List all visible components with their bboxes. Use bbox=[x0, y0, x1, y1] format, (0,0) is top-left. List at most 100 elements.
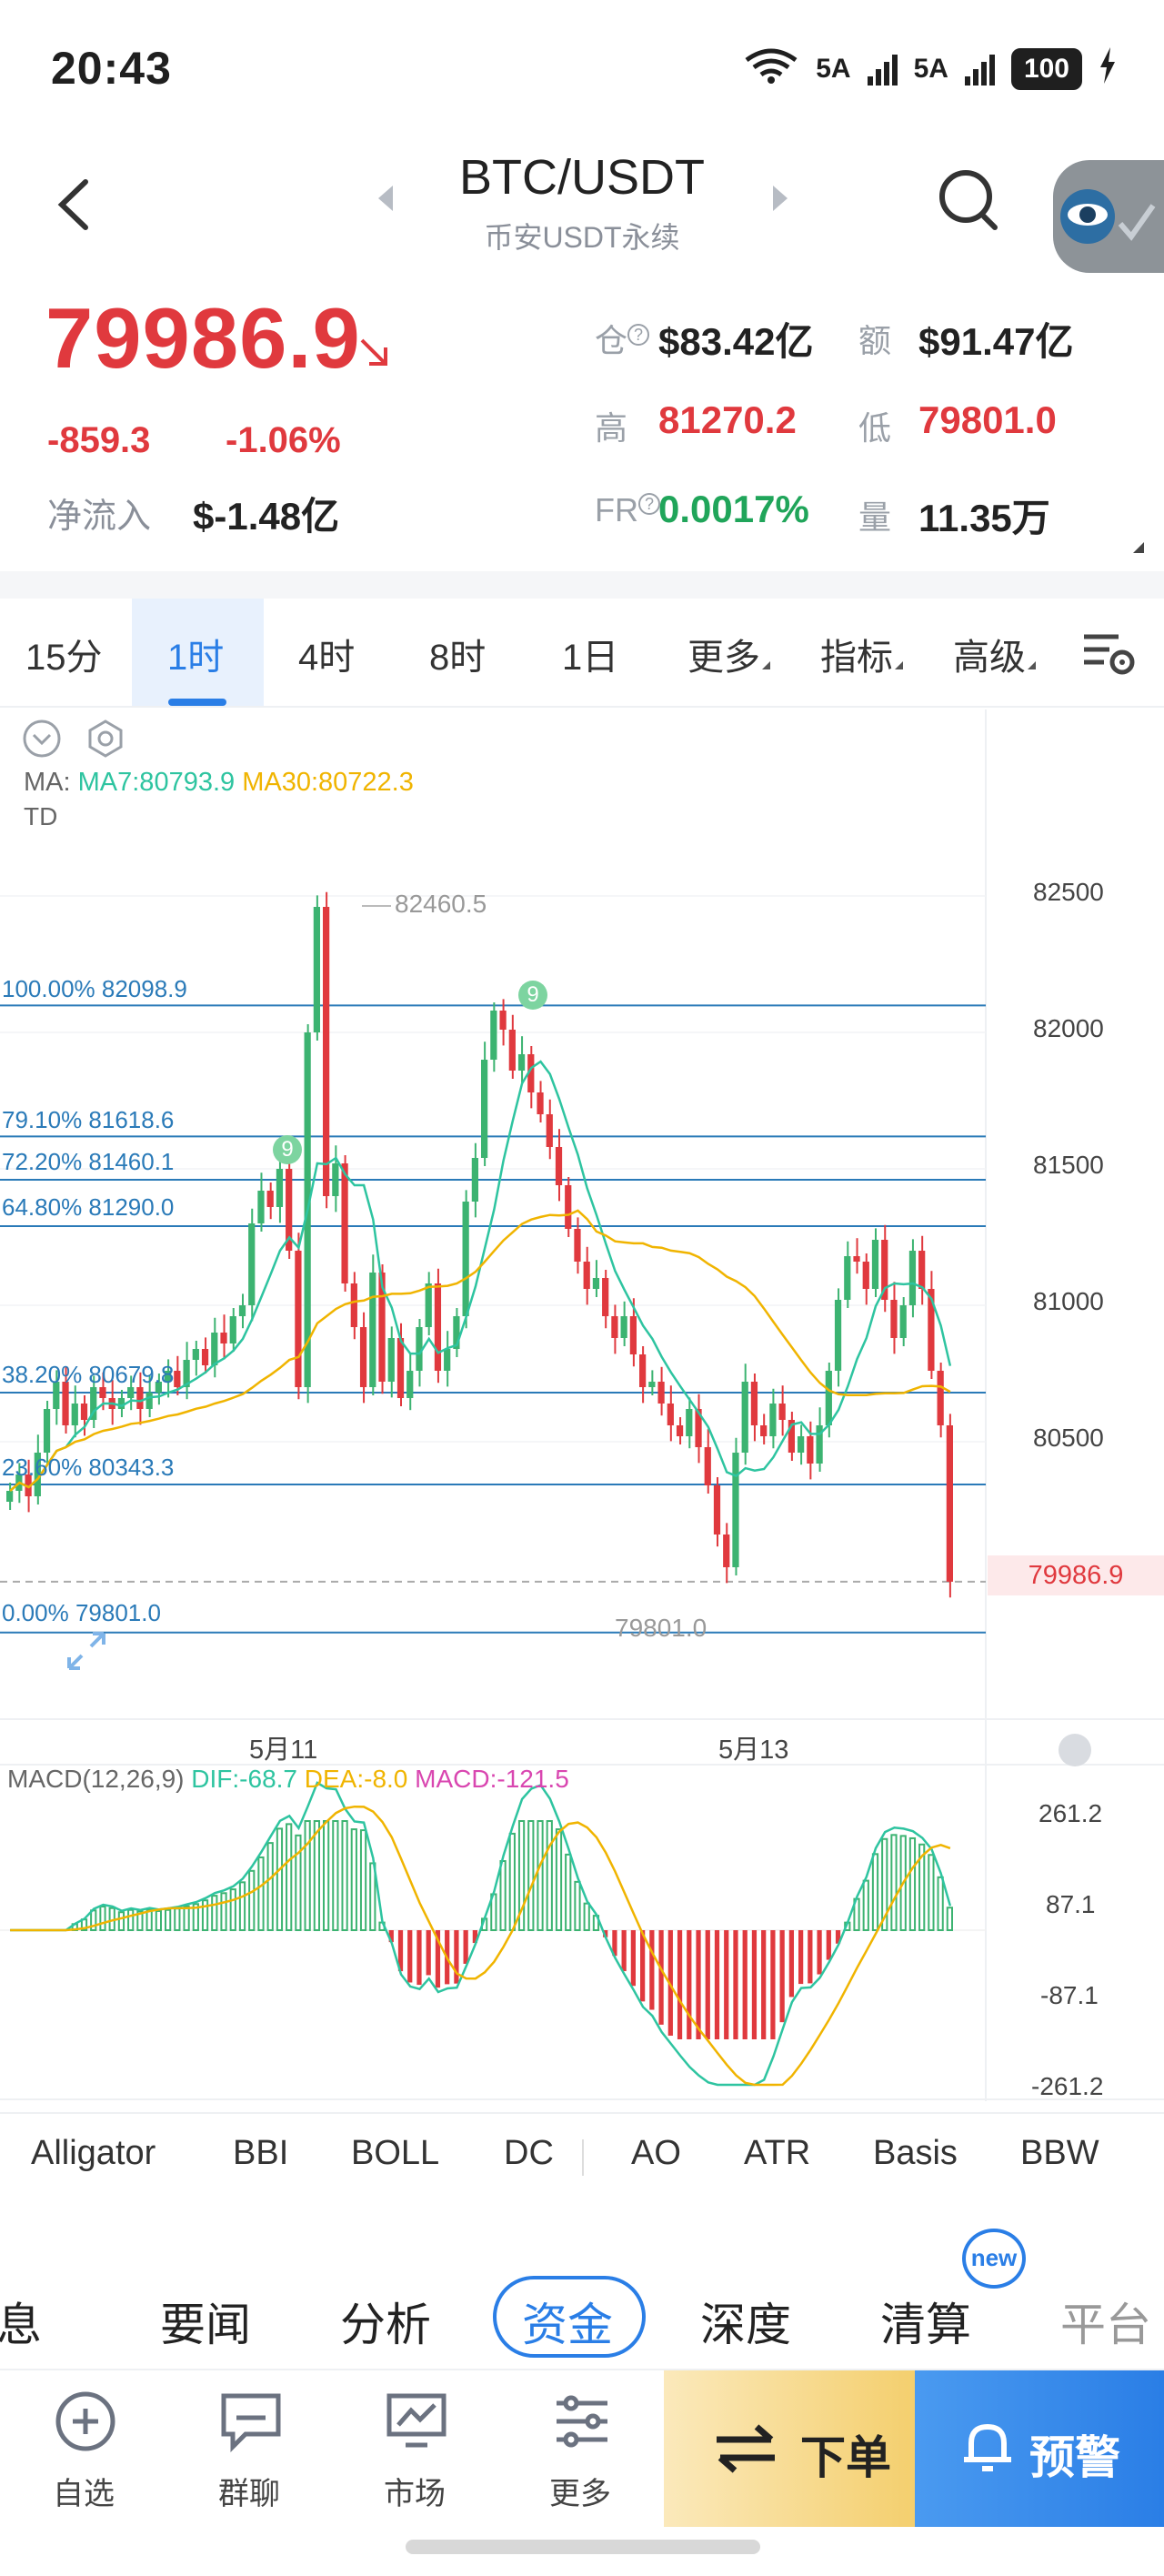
tab-15m[interactable]: 15分 bbox=[25, 638, 103, 678]
indicator-bbi[interactable]: BBI bbox=[233, 2134, 289, 2172]
macd-histogram-bar bbox=[705, 1930, 710, 2039]
tab-depth[interactable]: 深度 bbox=[700, 2299, 791, 2350]
candle-body bbox=[53, 1382, 60, 1409]
indicator-basis[interactable]: Basis bbox=[873, 2134, 958, 2172]
candle-body bbox=[639, 1354, 647, 1387]
candle-body bbox=[434, 1283, 442, 1371]
charging-icon bbox=[1099, 47, 1117, 91]
candle-body bbox=[341, 1163, 348, 1283]
tab-news[interactable]: 要闻 bbox=[160, 2299, 251, 2350]
macd-histogram-bar bbox=[808, 1930, 813, 1984]
candle-body bbox=[555, 1147, 563, 1185]
expand-corner-icon[interactable] bbox=[1133, 542, 1144, 553]
price-alert-button[interactable]: 预警 bbox=[915, 2370, 1164, 2527]
k-badge-icon[interactable] bbox=[1059, 1734, 1091, 1766]
ma7-value: MA7:80793.9 bbox=[77, 768, 236, 797]
macd-histogram-bar bbox=[127, 1908, 135, 1931]
candle-body bbox=[723, 1535, 730, 1567]
date-axis-label: 5月11 bbox=[249, 1736, 318, 1765]
high-value: 81270.2 bbox=[658, 398, 797, 441]
low-value: 79801.0 bbox=[918, 398, 1057, 441]
next-pair-button[interactable] bbox=[769, 180, 791, 216]
tab-1h[interactable]: 1时 bbox=[167, 638, 225, 678]
indicator-atr[interactable]: ATR bbox=[744, 2134, 811, 2172]
pair-title[interactable]: BTC/USDT bbox=[459, 150, 705, 205]
wifi-icon bbox=[743, 47, 799, 91]
candle-body bbox=[99, 1387, 106, 1398]
tab-8h[interactable]: 8时 bbox=[429, 638, 487, 678]
tab-indicators[interactable]: 指标 bbox=[820, 628, 903, 680]
nav-market[interactable]: 市场 bbox=[333, 2370, 497, 2527]
tab-analysis[interactable]: 分析 bbox=[340, 2299, 431, 2350]
expand-arrows-icon bbox=[67, 1632, 105, 1670]
macd-histogram-bar bbox=[295, 1834, 302, 1931]
macd-dea: DEA:-8.0 bbox=[304, 1765, 408, 1793]
macd-histogram-bar bbox=[238, 1881, 246, 1932]
macd-histogram-bar bbox=[788, 1930, 794, 1997]
funding-rate-label[interactable]: FR? bbox=[595, 491, 660, 529]
ma-label: MA: bbox=[24, 768, 71, 797]
macd-histogram-bar bbox=[583, 1902, 590, 1932]
candle-body bbox=[657, 1382, 665, 1404]
macd-histogram-bar bbox=[555, 1828, 563, 1932]
tab-liquidation[interactable]: 清算 bbox=[880, 2299, 971, 2350]
macd-histogram-bar bbox=[397, 1930, 404, 1972]
candle-body bbox=[238, 1305, 246, 1316]
indicator-alligator[interactable]: Alligator bbox=[31, 2134, 156, 2172]
tab-platform[interactable]: 平台 bbox=[1060, 2299, 1151, 2350]
macd-histogram-bar bbox=[546, 1820, 553, 1931]
chart-settings-button[interactable] bbox=[1082, 629, 1137, 683]
signal-icon bbox=[867, 53, 898, 86]
candle-body bbox=[546, 1114, 553, 1147]
indicator-dc[interactable]: DC bbox=[504, 2134, 554, 2172]
indicator-bbw[interactable]: BBW bbox=[1020, 2134, 1099, 2172]
nav-chat[interactable]: 群聊 bbox=[167, 2370, 331, 2527]
collapse-chart-button[interactable] bbox=[22, 719, 62, 763]
candle-body bbox=[741, 1382, 748, 1453]
search-button[interactable] bbox=[937, 166, 1000, 235]
kline-chart[interactable]: MA: MA7:80793.9 MA30:80722.3 TD 82500 82… bbox=[0, 709, 1164, 2101]
indicator-boll[interactable]: BOLL bbox=[351, 2134, 440, 2172]
tab-4h[interactable]: 4时 bbox=[298, 638, 356, 678]
candle-body bbox=[862, 1262, 869, 1289]
macd-histogram-bar bbox=[407, 1930, 413, 1983]
nav-more[interactable]: 更多 bbox=[498, 2370, 662, 2527]
tab-more[interactable]: 更多 bbox=[687, 628, 770, 680]
candle-body bbox=[890, 1300, 898, 1338]
candle-body bbox=[946, 1425, 953, 1582]
fib-level-label: 100.00% 82098.9 bbox=[2, 975, 187, 1002]
status-icons: 5A 5A 100 bbox=[743, 47, 1117, 91]
back-button[interactable] bbox=[45, 173, 100, 236]
candle-body bbox=[229, 1316, 236, 1343]
place-order-button[interactable]: 下单 bbox=[664, 2370, 915, 2527]
tab-1d[interactable]: 1日 bbox=[562, 638, 619, 678]
dropdown-corner-icon-2 bbox=[895, 661, 903, 669]
candle-body bbox=[323, 907, 330, 1196]
tab-more-label: 更多 bbox=[687, 638, 760, 678]
open-interest-label[interactable]: 仓? bbox=[595, 315, 650, 362]
macd-histogram-bar bbox=[835, 1930, 841, 1944]
macd-histogram-bar bbox=[881, 1837, 888, 1931]
candle-body bbox=[490, 1011, 497, 1060]
macd-histogram-bar bbox=[826, 1930, 831, 1960]
candle-body bbox=[266, 1191, 274, 1207]
candle-body bbox=[183, 1360, 190, 1387]
expand-chart-button[interactable] bbox=[64, 1628, 109, 1674]
tab-info[interactable]: 息 bbox=[0, 2299, 42, 2350]
macd-histogram-bar bbox=[798, 1930, 804, 1985]
date-axis-label: 5月13 bbox=[718, 1736, 789, 1765]
indicator-ao[interactable]: AO bbox=[631, 2134, 681, 2172]
tab-funds[interactable]: 资金 bbox=[522, 2299, 613, 2350]
macd-histogram-bar bbox=[714, 1930, 720, 2039]
signal-icon-2 bbox=[964, 53, 995, 86]
chevron-down-circle-icon bbox=[23, 719, 61, 758]
candle-body bbox=[583, 1262, 590, 1289]
tab-advanced[interactable]: 高级 bbox=[953, 628, 1036, 680]
macd-histogram-bar bbox=[369, 1862, 376, 1931]
floating-avatar[interactable] bbox=[1053, 160, 1164, 273]
macd-histogram-bar bbox=[574, 1880, 581, 1931]
nav-watchlist[interactable]: 自选 bbox=[2, 2370, 166, 2527]
chart-settings-gear-button[interactable] bbox=[85, 719, 125, 763]
prev-pair-button[interactable] bbox=[375, 180, 396, 216]
macd-histogram-bar bbox=[174, 1907, 181, 1931]
